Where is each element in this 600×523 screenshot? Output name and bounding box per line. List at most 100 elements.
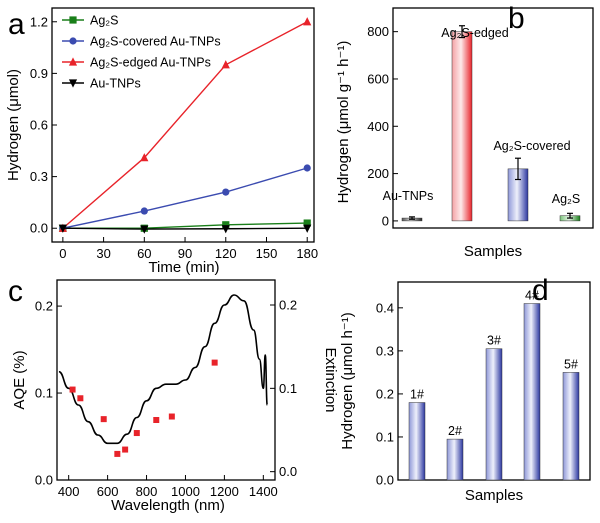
panel-a-legend-marker — [69, 37, 77, 45]
panel-a-y-ticks: 0.0 0.3 0.6 0.9 1.2 — [30, 14, 57, 236]
panel-a-xtick-label: 120 — [215, 246, 237, 261]
panel-d-xlabel: Samples — [465, 487, 523, 504]
panel-d-bars: 1# 2# 3# 4# 5# — [408, 289, 580, 481]
panel-d-bar-label: 4# — [525, 289, 539, 303]
panel-a-legend-label: Ag₂S-covered Au-TNPs — [90, 35, 221, 49]
panel-b-bar-label: Ag₂S-edged — [441, 26, 508, 40]
panel-a-data-point — [221, 225, 230, 234]
panel-a-data-point — [303, 224, 312, 233]
panel-a-legend-marker — [68, 57, 78, 66]
panel-c-aqe-point — [168, 413, 175, 420]
panel-b-ytick-label: 200 — [367, 166, 389, 181]
panel-a-data-point — [140, 225, 149, 234]
panel-a-x-ticks: 0 30 60 90 120 150 180 — [59, 237, 318, 261]
panel-a-data-point — [222, 188, 230, 196]
panel-d-bar-label: 3# — [487, 334, 501, 348]
panel-d-bar-label: 1# — [410, 388, 424, 402]
panel-a-xtick-label: 150 — [256, 246, 278, 261]
panel-b-y-ticks: 0 200 400 600 800 — [367, 24, 398, 228]
panel-a-legend: Ag₂S Ag₂S-covered Au-TNPs Ag₂S-edged Au-TN… — [62, 14, 221, 91]
panel-a-data-point — [303, 164, 311, 172]
panel-c-y2label: Extinction — [322, 347, 339, 412]
panel-c-xtick-label: 1400 — [249, 484, 278, 499]
panel-a-legend-marker — [68, 79, 78, 88]
panel-letter-a: a — [8, 8, 25, 41]
panel-c-x-ticks: 400 600 800 1000 1200 1400 — [58, 475, 278, 499]
panel-d-ytick-label: 0.2 — [376, 386, 394, 401]
panel-a-legend-marker — [69, 16, 77, 24]
panel-d-ylabel: Hydrogen (μmol h⁻¹) — [339, 312, 356, 449]
panel-a-series — [58, 17, 312, 234]
panel-b-bar-label: Au-TNPs — [383, 189, 434, 203]
panel-c-y2tick-label: 0.1 — [279, 381, 297, 396]
panel-c-aqe-point — [77, 395, 84, 402]
panel-c-ytick-label: 0.2 — [35, 299, 53, 314]
panel-a-data-point — [222, 221, 230, 229]
panel-a-line-chart: 0.00.30.60.91.2 0 30 60 90 120 150 180 Ag₂SAg₂… — [5, 7, 318, 276]
panel-a-ylabel: Hydrogen (μmol) — [5, 69, 22, 181]
panel-b-bars: Au-TNPs Ag₂S-edged Ag₂S-covered Ag₂S — [383, 25, 581, 222]
panel-c-y2tick-label: 0.0 — [279, 464, 297, 479]
panel-c-y2tick-label: 0.2 — [279, 298, 297, 313]
panel-a-data-point — [303, 219, 311, 227]
panel-d-ytick-label: 0.4 — [376, 300, 394, 315]
panel-b-ytick-label: 400 — [367, 119, 389, 134]
panel-d-bar — [446, 438, 464, 481]
panel-c-y2-ticks: 0.0 0.1 0.2 — [270, 298, 297, 479]
panel-b-bar — [451, 31, 473, 222]
panel-a-xlabel: Time (min) — [148, 259, 219, 276]
panel-c-aqe-point — [100, 416, 107, 423]
panel-b-bar-label: Ag₂S-covered — [493, 139, 570, 153]
panel-d-bar — [408, 402, 426, 481]
panel-b-ytick-label: 0 — [382, 213, 389, 228]
panel-d-ytick-label: 0.0 — [376, 473, 394, 488]
panel-a-xtick-label: 90 — [178, 246, 192, 261]
panel-c-aqe-point — [114, 450, 121, 457]
panel-a-series-line-1 — [62, 222, 308, 229]
panel-c-xtick-label: 600 — [97, 484, 119, 499]
panel-d-bar — [485, 348, 503, 481]
panel-d-bar-chart: 0.0 0.1 0.2 0.3 0.4 1# 2# 3# 4# 5# Samples Hydro… — [339, 281, 591, 504]
panel-c-xtick-label: 800 — [136, 484, 158, 499]
panel-b-ylabel: Hydrogen (μmol g⁻¹ h⁻¹) — [335, 41, 352, 204]
panel-d-ytick-label: 0.3 — [376, 343, 394, 358]
panel-a-xtick-label: 30 — [96, 246, 110, 261]
panel-d-bar — [562, 372, 580, 481]
panel-a-xtick-label: 0 — [59, 246, 66, 261]
panel-a-legend-label: Ag₂S — [90, 14, 118, 28]
panel-d-ytick-label: 0.1 — [376, 429, 394, 444]
panel-c-xtick-label: 400 — [58, 484, 80, 499]
panel-c-y-ticks: 0.0 0.1 0.2 — [35, 299, 62, 488]
panel-a-data-point — [303, 17, 312, 26]
panel-b-bar-chart: 0 200 400 600 800 Au-TNPs Ag₂S-edged Ag₂S-cove… — [335, 7, 594, 260]
panel-b-ytick-label: 800 — [367, 24, 389, 39]
panel-c-aqe-point — [153, 417, 160, 423]
panel-a-ytick-label: 0.3 — [30, 169, 48, 184]
panel-b-xlabel: Samples — [464, 243, 522, 260]
panel-b-ytick-label: 600 — [367, 71, 389, 86]
panel-a-legend-label: Ag₂S-edged Au-TNPs — [90, 56, 211, 70]
panel-c-ytick-label: 0.0 — [35, 473, 53, 488]
panel-a-data-point — [140, 207, 148, 215]
panel-c-ylabel: AQE (%) — [11, 350, 28, 409]
panel-b-frame — [392, 7, 594, 229]
panel-c-ytick-label: 0.1 — [35, 386, 53, 401]
panel-a-xtick-label: 60 — [137, 246, 151, 261]
panel-letter-b: b — [508, 2, 525, 35]
panel-a-data-point — [221, 60, 230, 69]
panel-a-xtick-label: 180 — [296, 246, 318, 261]
panel-a-series-line-4 — [62, 227, 308, 230]
panel-c-xtick-label: 1200 — [210, 484, 239, 499]
panel-a-ytick-label: 0.0 — [30, 221, 48, 236]
panel-a-data-point — [140, 153, 149, 162]
panel-a-series-line-2 — [62, 167, 308, 229]
panel-d-bar — [523, 303, 541, 481]
panel-a-ytick-label: 1.2 — [30, 14, 48, 29]
panel-a-series-line-3 — [62, 21, 308, 229]
panel-c-xlabel: Wavelength (nm) — [111, 497, 225, 514]
panel-d-y-ticks: 0.0 0.1 0.2 0.3 0.4 — [376, 300, 403, 488]
panel-b-bar-label: Ag₂S — [552, 192, 580, 206]
panel-a-legend-label: Au-TNPs — [90, 77, 141, 91]
panel-c-xtick-label: 1000 — [171, 484, 200, 499]
